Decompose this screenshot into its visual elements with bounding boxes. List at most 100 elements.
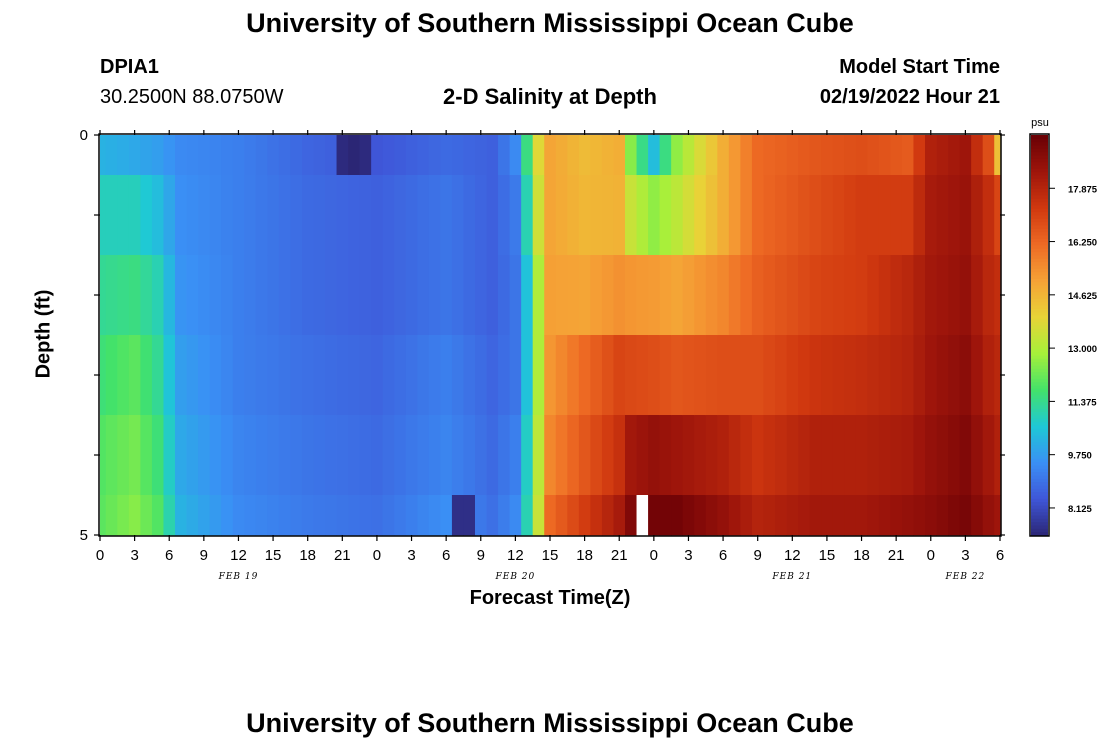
colorbar-segment <box>1031 488 1048 493</box>
heatmap-cell <box>186 255 199 336</box>
heatmap-cell <box>740 335 753 416</box>
heatmap-cell <box>844 175 857 256</box>
heatmap-cell <box>313 175 326 256</box>
colorbar-segment <box>1031 408 1048 413</box>
heatmap-cell <box>925 495 937 536</box>
heatmap-cell <box>775 175 787 256</box>
colorbar-segment <box>1031 241 1048 246</box>
heatmap-cell <box>763 495 776 536</box>
heatmap-cell <box>498 495 511 536</box>
heatmap-cell <box>440 175 453 256</box>
heatmap-cell <box>994 175 1001 256</box>
colorbar-segment <box>1031 338 1048 343</box>
heatmap-cell <box>878 255 891 336</box>
heatmap-cell <box>578 175 591 256</box>
colorbar-segment <box>1031 391 1048 396</box>
heatmap-cell <box>555 175 568 256</box>
heatmap-cell <box>151 175 164 256</box>
heatmap-cell <box>382 495 395 536</box>
heatmap-cell <box>798 175 811 256</box>
heatmap-cell <box>948 175 961 256</box>
heatmap-cell <box>959 175 972 256</box>
colorbar-tick-label: 9.750 <box>1068 451 1092 462</box>
heatmap-cell <box>936 175 949 256</box>
heatmap-cell <box>359 495 372 536</box>
heatmap-cell <box>382 175 395 256</box>
heatmap-cell <box>117 495 130 536</box>
heatmap-cell <box>440 495 453 536</box>
heatmap-cell <box>740 495 753 536</box>
colorbar-segment <box>1031 155 1048 159</box>
colorbar-segment <box>1031 138 1048 143</box>
heatmap-cell <box>740 135 753 176</box>
heatmap-cell <box>336 415 349 496</box>
heatmap-cell <box>209 135 222 176</box>
heatmap-cell <box>590 415 603 496</box>
x-tick-label: 6 <box>165 547 173 564</box>
colorbar-segment <box>1031 225 1048 229</box>
colorbar-segment <box>1031 508 1048 513</box>
heatmap-cell <box>694 135 707 176</box>
heatmap-cell <box>671 495 684 536</box>
heatmap-cell <box>301 175 314 256</box>
x-axis-ticks: 0 3 6 9 12 15 18 21 0 3 6 9 12 15 18 21 0 3 6 9 12 15 18 21 0 3 6 <box>96 130 1004 564</box>
heatmap-cell <box>290 175 303 256</box>
colorbar-segment <box>1031 168 1048 173</box>
heatmap-cell <box>613 495 626 536</box>
heatmap-cell <box>555 495 568 536</box>
colorbar-segment <box>1031 151 1048 156</box>
heatmap-cell <box>521 175 534 256</box>
heatmap-cell <box>267 335 280 416</box>
colorbar-segment <box>1031 231 1048 236</box>
heatmap-cell <box>486 135 499 176</box>
heatmap-cell <box>451 255 464 336</box>
heatmap-cell <box>832 175 845 256</box>
colorbar-segment <box>1031 361 1048 366</box>
heatmap-cell <box>763 135 776 176</box>
date-labels: FEB 19 FEB 20 FEB 21 FEB 22 <box>218 572 985 582</box>
heatmap-cell <box>821 135 834 176</box>
heatmap-cell <box>636 175 649 256</box>
heatmap-cell <box>151 415 164 496</box>
colorbar-segment <box>1031 401 1048 406</box>
colorbar-segment <box>1031 205 1048 209</box>
heatmap-cell <box>890 335 903 416</box>
heatmap-cell <box>405 255 418 336</box>
colorbar-segment <box>1031 175 1048 179</box>
heatmap-cell <box>498 135 511 176</box>
heatmap-cell <box>775 255 787 336</box>
heatmap-cell <box>221 175 234 256</box>
heatmap-cell <box>359 335 372 416</box>
heatmap-cell <box>198 335 211 416</box>
colorbar-segment <box>1031 255 1048 259</box>
heatmap-cell <box>325 135 337 176</box>
y-axis-label: Depth (ft) <box>32 289 55 379</box>
heatmap-cell <box>636 335 649 416</box>
heatmap-cell <box>751 255 764 336</box>
heatmap-cell <box>659 255 672 336</box>
colorbar-segment <box>1031 221 1048 226</box>
heatmap-cell <box>509 495 522 536</box>
x-tick-label: 18 <box>576 547 593 564</box>
colorbar-segment <box>1031 331 1048 336</box>
heatmap-cell <box>428 415 441 496</box>
colorbar-segment <box>1031 238 1048 243</box>
colorbar-segment <box>1031 395 1048 399</box>
chart-title: 2-D Salinity at Depth <box>443 84 657 109</box>
heatmap-cell <box>521 495 534 536</box>
colorbar-segment <box>1031 501 1048 506</box>
heatmap-cell <box>948 335 961 416</box>
x-tick-label: 6 <box>442 547 450 564</box>
heatmap-cell <box>832 415 845 496</box>
heatmap-cell <box>625 495 637 536</box>
heatmap-cell <box>913 415 926 496</box>
heatmap-cell <box>117 175 130 256</box>
colorbar-segment <box>1031 378 1048 383</box>
heatmap-cell <box>290 135 303 176</box>
heatmap-cell <box>198 135 211 176</box>
heatmap-cell <box>486 255 499 336</box>
heatmap-cell <box>521 415 534 496</box>
heatmap-cell <box>255 255 268 336</box>
colorbar-segment <box>1031 358 1048 363</box>
heatmap-cell <box>151 495 164 536</box>
